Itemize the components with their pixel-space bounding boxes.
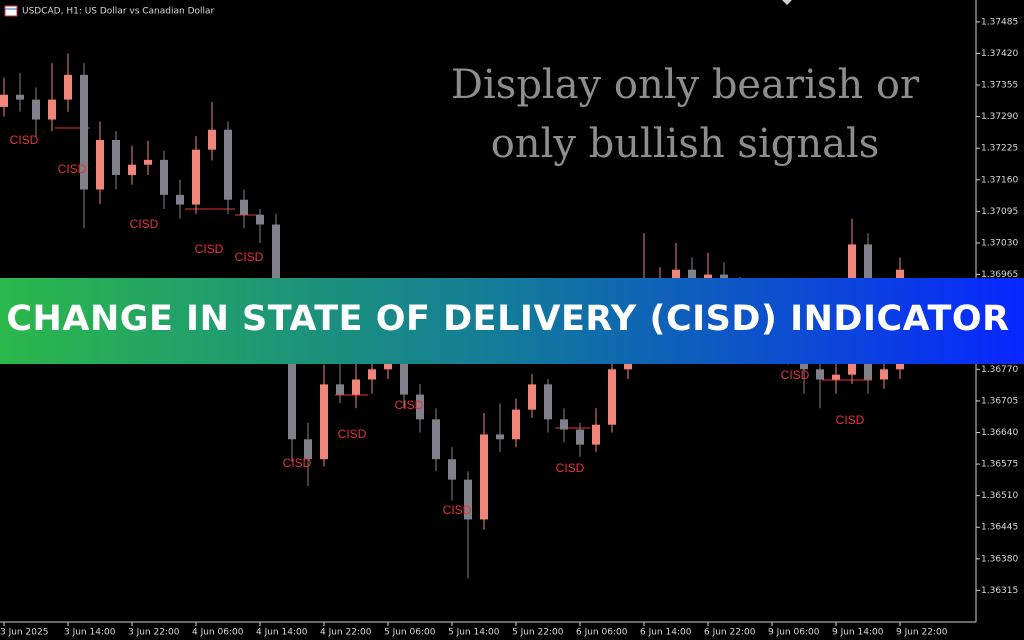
candle-body xyxy=(496,434,504,440)
y-tick-label: 1.36445 xyxy=(981,523,1018,533)
candle-body xyxy=(224,129,232,200)
x-tick-label: 3 Jun 2025 xyxy=(0,628,48,638)
candle-body xyxy=(240,199,248,215)
candle-body xyxy=(144,159,152,165)
signal-label: CISD xyxy=(10,133,39,147)
candle-body xyxy=(384,359,392,370)
candle-body xyxy=(592,424,600,445)
candle-body xyxy=(80,74,88,190)
x-tick-label: 6 Jun 06:00 xyxy=(576,628,628,638)
y-tick-label: 1.36380 xyxy=(981,554,1018,564)
candle-body xyxy=(128,164,136,175)
y-tick-label: 1.36315 xyxy=(981,586,1018,596)
signal-label: CISD xyxy=(58,162,87,176)
x-tick-label: 6 Jun 22:00 xyxy=(704,628,756,638)
y-tick-label: 1.36575 xyxy=(981,460,1018,470)
signal-label: CISD xyxy=(836,413,865,427)
candle-body xyxy=(192,149,200,205)
candle-body xyxy=(688,269,696,280)
candle-body xyxy=(400,359,408,395)
banner xyxy=(0,278,1024,364)
signal-label: CISD xyxy=(556,461,585,475)
candle-body xyxy=(0,94,8,107)
signal-label: CISD xyxy=(395,398,424,412)
x-tick-label: 5 Jun 22:00 xyxy=(512,628,564,638)
chart-header: USDCAD, H1: US Dollar vs Canadian Dollar xyxy=(22,7,215,17)
signal-label: CISD xyxy=(338,427,367,441)
y-tick-label: 1.36770 xyxy=(981,365,1018,375)
x-tick-label: 9 Jun 14:00 xyxy=(832,628,884,638)
signal-label: CISD xyxy=(283,456,312,470)
candle-body xyxy=(48,99,56,120)
candle-body xyxy=(432,419,440,460)
candle-body xyxy=(256,214,264,225)
annotation: only bullish signals xyxy=(491,121,880,167)
x-tick-label: 3 Jun 22:00 xyxy=(128,628,180,638)
x-tick-label: 4 Jun 22:00 xyxy=(320,628,372,638)
candle-body xyxy=(160,159,168,195)
x-tick-label: 5 Jun 14:00 xyxy=(448,628,500,638)
symbol-icon xyxy=(4,5,18,17)
candle-body xyxy=(304,439,312,460)
candle-body xyxy=(464,479,472,520)
candle-body xyxy=(544,384,552,420)
signal-label: CISD xyxy=(443,503,472,517)
y-tick-label: 1.36510 xyxy=(981,491,1018,501)
y-tick-label: 1.37420 xyxy=(981,49,1018,59)
candle-body xyxy=(16,94,24,100)
x-tick-label: 4 Jun 06:00 xyxy=(192,628,244,638)
candle-body xyxy=(320,384,328,460)
candle-body xyxy=(816,369,824,380)
x-tick-label: 6 Jun 14:00 xyxy=(640,628,692,638)
x-tick-label: 3 Jun 14:00 xyxy=(64,628,116,638)
x-tick-label: 9 Jun 06:00 xyxy=(768,628,820,638)
candle-body xyxy=(560,419,568,430)
y-tick-label: 1.37225 xyxy=(981,144,1018,154)
candle-body xyxy=(480,434,488,520)
y-tick-label: 1.37355 xyxy=(981,81,1018,91)
y-tick-label: 1.37290 xyxy=(981,112,1018,122)
candle-body xyxy=(208,129,216,150)
y-tick-label: 1.37095 xyxy=(981,207,1018,217)
x-tick-label: 9 Jun 22:00 xyxy=(896,628,948,638)
candle-body xyxy=(64,74,72,100)
y-tick-label: 1.36965 xyxy=(981,270,1018,280)
x-tick-label: 5 Jun 06:00 xyxy=(384,628,436,638)
candle-body xyxy=(704,274,712,280)
candle-body xyxy=(512,409,520,440)
candle-body xyxy=(272,224,280,290)
y-tick-label: 1.36640 xyxy=(981,428,1018,438)
shift-marker xyxy=(782,0,792,5)
candle-body xyxy=(352,379,360,395)
x-tick-label: 4 Jun 14:00 xyxy=(256,628,308,638)
candle-body xyxy=(176,194,184,205)
signal-label: CISD xyxy=(781,368,810,382)
candle-body xyxy=(880,369,888,380)
y-tick-label: 1.37485 xyxy=(981,17,1018,27)
y-tick-label: 1.37030 xyxy=(981,238,1018,248)
signal-label: CISD xyxy=(195,242,224,256)
candle-body xyxy=(608,369,616,425)
candle-body xyxy=(96,139,104,190)
candle-body xyxy=(288,289,296,440)
candle-body xyxy=(528,384,536,410)
y-tick-label: 1.36705 xyxy=(981,396,1018,406)
annotation: Display only bearish or xyxy=(451,62,920,108)
candle-body xyxy=(448,459,456,480)
candle-body xyxy=(368,369,376,380)
candle-body xyxy=(576,429,584,445)
candle-body xyxy=(416,394,424,420)
signal-label: CISD xyxy=(235,250,264,264)
y-tick-label: 1.37160 xyxy=(981,175,1018,185)
candle-body xyxy=(336,384,344,395)
banner-title: CHANGE IN STATE OF DELIVERY (CISD) INDIC… xyxy=(6,299,1009,339)
candle-body xyxy=(32,99,40,120)
candle-body xyxy=(832,374,840,380)
candle-body xyxy=(112,139,120,175)
signal-label: CISD xyxy=(130,217,159,231)
